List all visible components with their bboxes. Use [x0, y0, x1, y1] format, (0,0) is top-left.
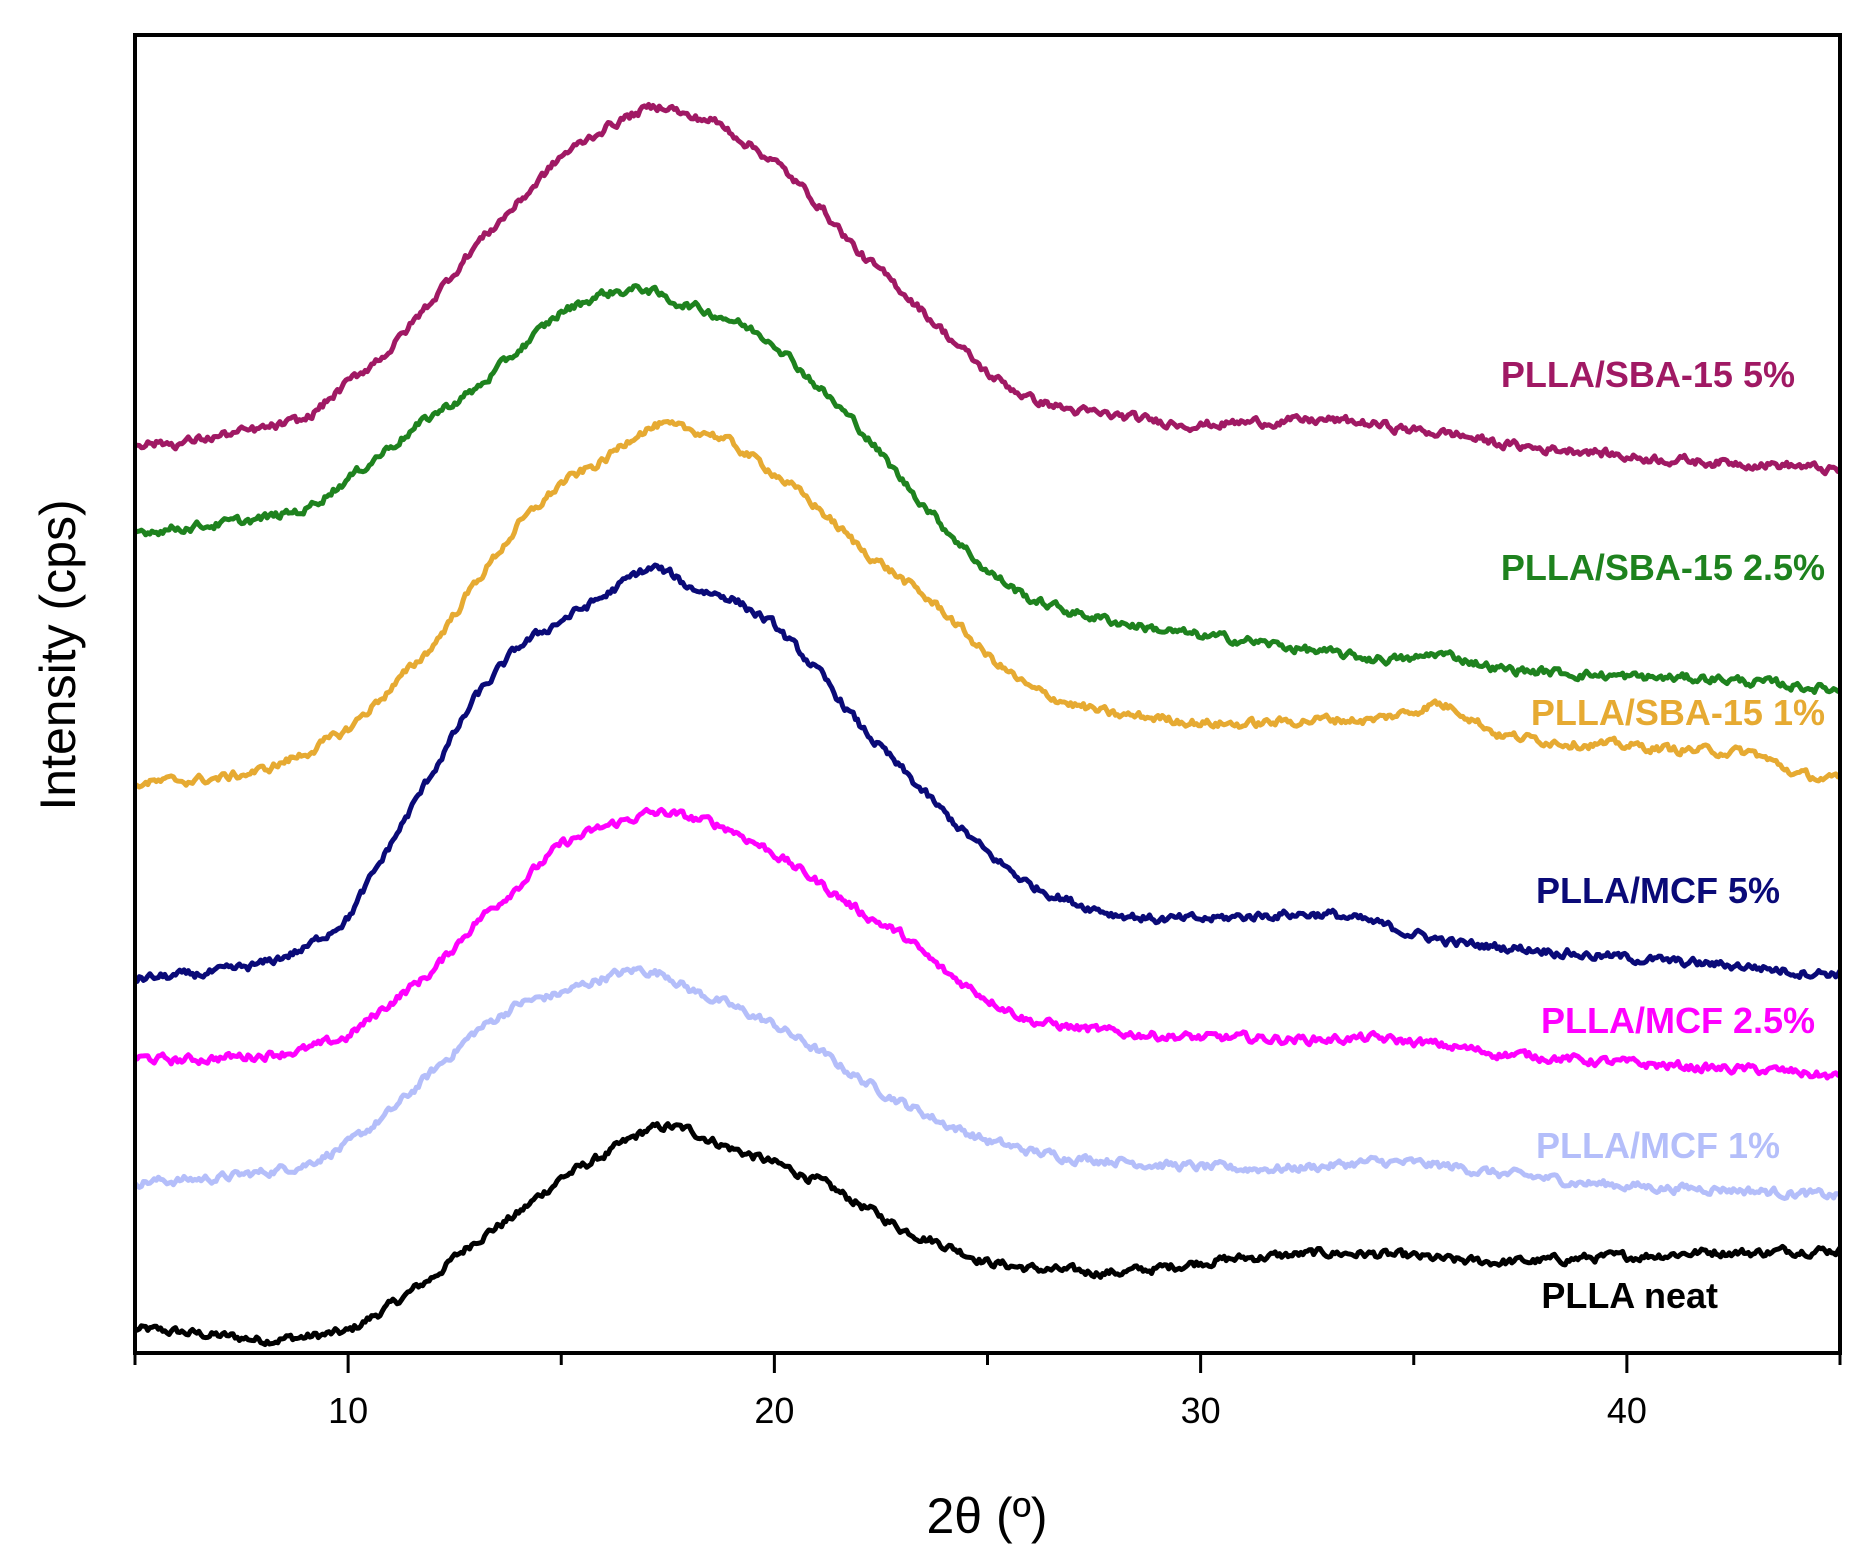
series-line-plla-mcf-5 [135, 562, 1840, 984]
series-label-plla-mcf-5: PLLA/MCF 5% [1536, 870, 1780, 911]
series-layer [135, 101, 1840, 1347]
series-label-plla-sba-15-1: PLLA/SBA-15 1% [1531, 692, 1825, 733]
x-tick-label: 20 [754, 1390, 794, 1431]
series-label-plla-mcf-1: PLLA/MCF 1% [1536, 1125, 1780, 1166]
series-line-plla-sba-15-5 [135, 101, 1840, 477]
y-axis-title: Intensity (cps) [30, 499, 86, 810]
series-label-plla-sba-15-5: PLLA/SBA-15 5% [1501, 354, 1795, 395]
series-label-plla-sba-15-2-5: PLLA/SBA-15 2.5% [1501, 547, 1825, 588]
series-line-plla-sba-15-1 [135, 419, 1840, 790]
series-line-plla-neat [135, 1121, 1840, 1347]
x-tick-label: 30 [1181, 1390, 1221, 1431]
series-label-plla-mcf-2-5: PLLA/MCF 2.5% [1541, 1000, 1815, 1041]
series-line-plla-sba-15-2-5 [135, 283, 1840, 695]
x-axis-title: 2θ (º) [926, 1488, 1047, 1544]
series-line-plla-mcf-2-5 [135, 806, 1840, 1081]
series-line-plla-mcf-1 [135, 965, 1840, 1201]
series-labels: PLLA neat PLLA/MCF 1% PLLA/MCF 2.5% PLLA/MC… [1501, 354, 1825, 1316]
x-axis-ticks: 10 20 30 40 [133, 1353, 1842, 1431]
x-tick-label: 40 [1607, 1390, 1647, 1431]
x-tick-label: 10 [328, 1390, 368, 1431]
series-label-plla-neat: PLLA neat [1541, 1275, 1718, 1316]
